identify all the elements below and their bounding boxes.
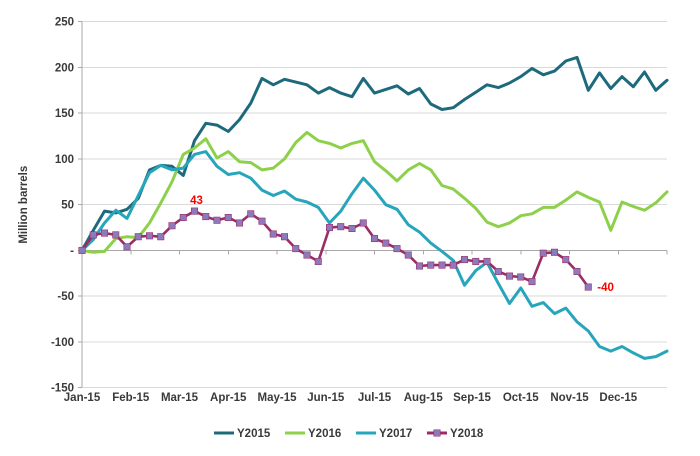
x-tick-label: Mar-15 bbox=[161, 392, 199, 404]
data-marker-y2018 bbox=[123, 243, 131, 251]
legend-label: Y2016 bbox=[308, 428, 341, 440]
y-tick-label: - bbox=[70, 245, 74, 257]
x-tick-label: Sep-15 bbox=[453, 392, 491, 404]
data-marker-y2018 bbox=[112, 231, 120, 239]
data-marker-y2018 bbox=[157, 233, 165, 241]
data-marker-y2018 bbox=[191, 207, 199, 215]
series-line-y2018 bbox=[80, 209, 590, 289]
y-tick-label: 250 bbox=[55, 17, 74, 29]
data-marker-y2018 bbox=[292, 245, 300, 253]
data-marker-y2018 bbox=[236, 219, 244, 227]
data-marker-y2018 bbox=[303, 251, 311, 259]
data-marker-y2018 bbox=[134, 233, 142, 241]
data-marker-y2018 bbox=[584, 283, 592, 291]
data-marker-y2018 bbox=[89, 231, 97, 239]
annotation-43: 43 bbox=[190, 195, 203, 207]
data-marker-y2018 bbox=[460, 256, 468, 264]
data-marker-y2018 bbox=[168, 222, 176, 230]
x-tick-label: Dec-15 bbox=[599, 392, 637, 404]
y-tick-label: -100 bbox=[51, 337, 74, 349]
data-marker-y2018 bbox=[224, 214, 232, 222]
y-tick-label: 100 bbox=[55, 154, 74, 166]
y-axis-title: Million barrels bbox=[18, 166, 30, 244]
data-marker-y2018 bbox=[202, 213, 210, 221]
data-marker-y2018 bbox=[505, 272, 513, 280]
data-marker-y2018 bbox=[539, 249, 547, 257]
data-marker-y2018 bbox=[370, 235, 378, 243]
data-marker-y2018 bbox=[404, 251, 412, 259]
data-marker-y2018 bbox=[337, 223, 345, 231]
data-marker-y2018 bbox=[325, 224, 333, 232]
x-tick-label: May-15 bbox=[258, 392, 298, 404]
x-tick-label: Oct-15 bbox=[503, 392, 539, 404]
data-marker-y2018 bbox=[247, 210, 255, 218]
x-tick-label: Jan-15 bbox=[64, 392, 101, 404]
data-marker-y2018 bbox=[258, 217, 266, 225]
y-tick-label: 50 bbox=[61, 200, 74, 212]
data-marker-y2018 bbox=[427, 261, 435, 269]
data-marker-y2018 bbox=[213, 216, 221, 224]
legend-label: Y2017 bbox=[379, 428, 412, 440]
x-tick-label: Aug-15 bbox=[404, 392, 444, 404]
series-line-y2016 bbox=[80, 130, 669, 254]
data-marker-y2018 bbox=[359, 219, 367, 227]
y-tick-label: -50 bbox=[57, 291, 74, 303]
data-marker-y2018 bbox=[146, 232, 154, 240]
data-marker-y2018 bbox=[494, 267, 502, 275]
data-marker-y2018 bbox=[415, 262, 423, 270]
data-marker-y2018 bbox=[438, 261, 446, 269]
data-marker-y2018 bbox=[483, 257, 491, 265]
x-tick-label: Apr-15 bbox=[210, 392, 247, 404]
data-marker-y2018 bbox=[393, 245, 401, 253]
data-marker-y2018 bbox=[517, 273, 525, 281]
legend-item-y2016: Y2016 bbox=[285, 428, 341, 440]
data-marker-y2018 bbox=[528, 278, 536, 286]
x-tick-label: Jun-15 bbox=[307, 392, 345, 404]
x-tick-label: Nov-15 bbox=[550, 392, 589, 404]
legend-marker-sample bbox=[433, 429, 441, 437]
y-tick-label: 150 bbox=[55, 108, 74, 120]
data-marker-y2018 bbox=[348, 224, 356, 232]
x-tick-label: Jul-15 bbox=[358, 392, 392, 404]
legend-label: Y2018 bbox=[450, 428, 484, 440]
data-marker-y2018 bbox=[269, 230, 277, 238]
data-marker-y2018 bbox=[78, 246, 86, 254]
data-marker-y2018 bbox=[550, 248, 558, 256]
data-marker-y2018 bbox=[101, 229, 109, 237]
legend-item-y2018: Y2018 bbox=[427, 428, 484, 440]
data-marker-y2018 bbox=[573, 267, 581, 275]
data-marker-y2018 bbox=[280, 233, 288, 241]
annotation--40: -40 bbox=[597, 282, 614, 294]
data-marker-y2018 bbox=[382, 239, 390, 247]
y-tick-label: 200 bbox=[55, 62, 74, 74]
legend-label: Y2015 bbox=[237, 428, 271, 440]
legend-item-y2017: Y2017 bbox=[356, 428, 412, 440]
x-tick-label: Feb-15 bbox=[112, 392, 150, 404]
data-marker-y2018 bbox=[449, 261, 457, 269]
data-marker-y2018 bbox=[179, 214, 187, 222]
legend-item-y2015: Y2015 bbox=[214, 428, 271, 440]
y-tick-label: -150 bbox=[51, 383, 74, 395]
series-line-y2015 bbox=[80, 55, 669, 252]
data-marker-y2018 bbox=[562, 256, 570, 264]
series-line-y2017 bbox=[80, 150, 669, 360]
data-marker-y2018 bbox=[472, 257, 480, 265]
data-marker-y2018 bbox=[314, 257, 322, 265]
